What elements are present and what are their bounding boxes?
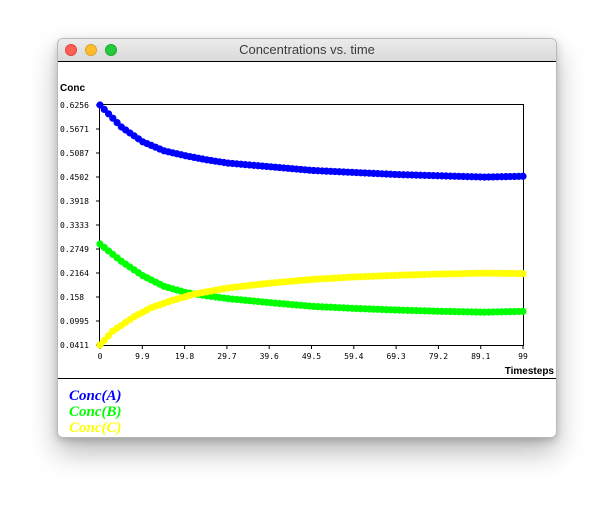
title-bar[interactable]: Concentrations vs. time [58,39,556,62]
y-axis-label: Conc [60,83,85,94]
y-tick-label: 0.0995 [60,317,89,326]
y-tick-label: 0.4502 [60,173,89,182]
x-tick-label: 9.9 [135,352,150,361]
series-concc [96,269,527,349]
x-tick-label: 79.2 [429,352,448,361]
x-tick-label: 0 [98,352,103,361]
window-title: Concentrations vs. time [239,42,375,57]
data-point [104,332,113,340]
data-point [519,172,527,180]
legend-panel: Conc(A) Conc(B) Conc(C) [58,378,556,437]
x-tick-label: 29.7 [217,352,236,361]
x-tick-label: 39.6 [260,352,279,361]
zoom-button[interactable] [105,44,117,56]
close-button[interactable] [65,44,77,56]
legend-item-conc-b: Conc(B) [69,404,122,420]
data-point [100,336,108,344]
y-tick-label: 0.158 [60,293,84,302]
y-ticks: 0.0411 0.0995 0.158 0.2164 0.2749 0.3333 0.391… [60,101,100,350]
x-tick-label: 69.3 [386,352,405,361]
x-tick-label: 99 [518,352,528,361]
x-tick-label: 59.4 [344,352,363,361]
y-tick-label: 0.0411 [60,341,89,350]
x-tick-label: 49.5 [302,352,321,361]
x-axis-label: Timesteps [505,366,555,377]
plot-area: Conc Timesteps 0.0411 0.0995 0.158 0.2164 0.… [58,62,556,378]
y-tick-label: 0.5671 [60,125,89,134]
y-tick-label: 0.5087 [60,149,89,158]
y-tick-label: 0.6256 [60,101,89,110]
legend-item-conc-a: Conc(A) [69,388,122,404]
series-conca [96,101,527,181]
data-point [519,269,527,278]
series-layer [96,101,527,349]
y-tick-label: 0.2164 [60,269,89,278]
series-concb [96,240,527,316]
x-tick-label: 19.8 [175,352,194,361]
data-point [96,341,104,349]
minimize-button[interactable] [85,44,97,56]
concentration-chart: Conc Timesteps 0.04110.09950.1580.21640.… [60,83,555,377]
app-window: Concentrations vs. time Conc Timesteps 0… [57,38,557,438]
data-point [519,307,527,315]
y-tick-label: 0.3918 [60,197,89,206]
x-ticks: 0 9.9 19.8 29.7 39.6 49.5 59.4 69.3 79.2 89.1 99 [98,345,528,361]
y-tick-label: 0.3333 [60,221,89,230]
y-tick-label: 0.2749 [60,245,89,254]
x-tick-label: 89.1 [471,352,490,361]
legend-item-conc-c: Conc(C) [69,420,122,436]
